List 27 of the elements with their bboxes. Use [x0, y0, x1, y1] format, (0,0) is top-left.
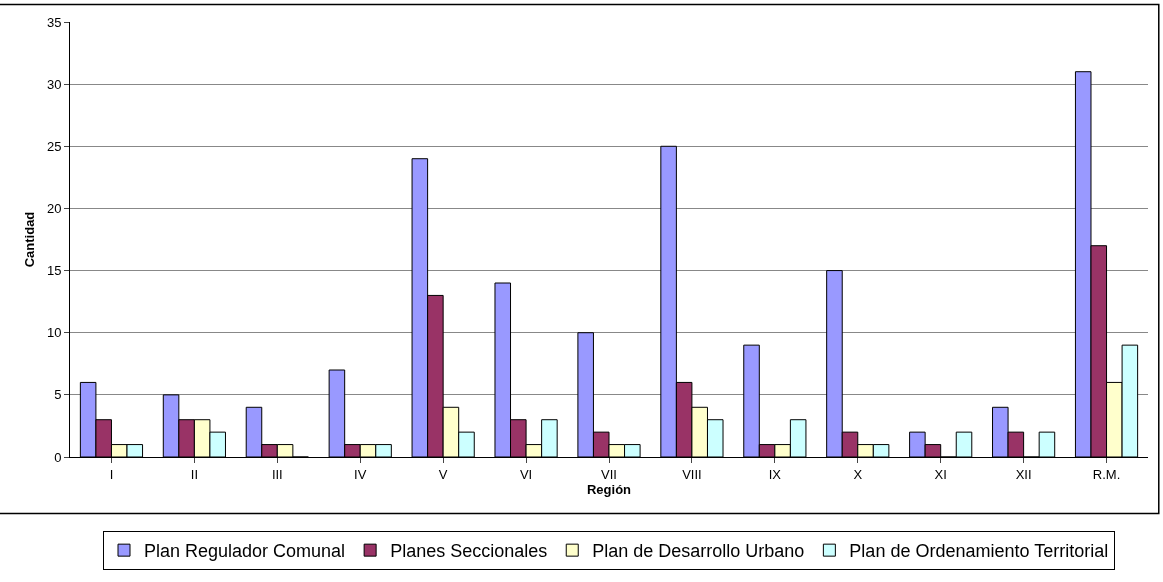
- legend-label: Plan de Desarrollo Urbano: [592, 541, 805, 562]
- x-tick-label: VIII: [682, 466, 702, 482]
- legend-label: Planes Seccionales: [390, 541, 548, 562]
- x-tick-label: X: [853, 466, 863, 482]
- y-tick-label: 10: [46, 325, 62, 341]
- x-tick-label: III: [271, 466, 283, 482]
- x-axis-title: Región: [586, 481, 632, 497]
- y-axis-title: Cantidad: [22, 211, 37, 268]
- x-tick-label: XII: [1015, 466, 1032, 482]
- x-tick-label: IX: [768, 466, 782, 482]
- y-tick-label: 20: [46, 200, 62, 216]
- y-tick-label: 5: [54, 387, 62, 403]
- x-tick-label: IV: [354, 466, 367, 482]
- x-tick-label: VII: [601, 466, 617, 482]
- y-tick-label: 30: [46, 76, 62, 92]
- y-tick-label: 35: [46, 14, 62, 30]
- legend-label: Plan de Ordenamiento Territorial: [849, 541, 1109, 562]
- x-tick-label: I: [109, 466, 114, 482]
- y-tick-label: 25: [46, 138, 62, 154]
- x-tick-label: VI: [519, 466, 533, 482]
- x-tick-label: V: [438, 466, 448, 482]
- y-tick-label: 0: [54, 449, 62, 465]
- x-tick-label: XI: [934, 466, 947, 482]
- legend-label: Plan Regulador Comunal: [144, 541, 346, 562]
- x-tick-label: II: [190, 466, 198, 482]
- x-tick-label: R.M.: [1092, 466, 1121, 482]
- y-tick-label: 15: [46, 263, 62, 279]
